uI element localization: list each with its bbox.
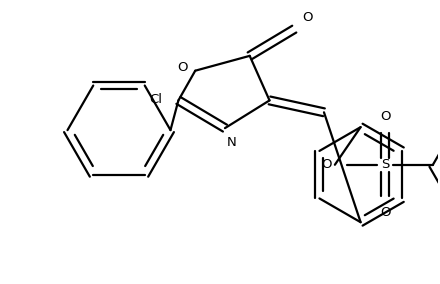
- Text: Cl: Cl: [150, 93, 163, 106]
- Text: O: O: [321, 158, 332, 171]
- Text: O: O: [177, 61, 187, 74]
- Text: O: O: [380, 206, 391, 219]
- Text: S: S: [381, 158, 389, 171]
- Text: N: N: [227, 136, 237, 149]
- Text: O: O: [380, 110, 391, 123]
- Text: O: O: [302, 11, 313, 24]
